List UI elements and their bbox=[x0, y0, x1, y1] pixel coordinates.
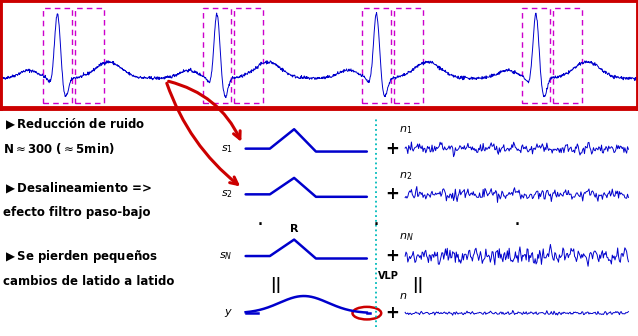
Text: +: + bbox=[385, 140, 399, 158]
Text: $s_N$: $s_N$ bbox=[219, 250, 233, 262]
Text: ·: · bbox=[514, 215, 520, 235]
Bar bbox=[362, 8, 390, 103]
Text: N$\approx$300 ($\approx$5min): N$\approx$300 ($\approx$5min) bbox=[3, 141, 115, 156]
Text: VLP: VLP bbox=[378, 271, 399, 281]
Text: ||: || bbox=[271, 277, 281, 293]
Text: cambios de latido a latido: cambios de latido a latido bbox=[3, 275, 175, 288]
Bar bbox=[522, 8, 551, 103]
Bar bbox=[553, 8, 582, 103]
Text: $n_2$: $n_2$ bbox=[399, 170, 412, 182]
Text: efecto filtro paso-bajo: efecto filtro paso-bajo bbox=[3, 206, 151, 219]
Text: +: + bbox=[385, 185, 399, 203]
Text: $n$: $n$ bbox=[399, 291, 407, 301]
Text: ·: · bbox=[373, 215, 380, 235]
Text: $s_2$: $s_2$ bbox=[221, 188, 233, 200]
Bar bbox=[75, 8, 103, 103]
Text: $n_1$: $n_1$ bbox=[399, 124, 412, 136]
Text: ||: || bbox=[412, 277, 424, 293]
Text: +: + bbox=[385, 247, 399, 265]
Bar bbox=[43, 8, 71, 103]
Text: ·: · bbox=[256, 215, 263, 235]
Bar bbox=[235, 8, 263, 103]
Text: +: + bbox=[385, 304, 399, 322]
Bar bbox=[203, 8, 231, 103]
Text: $n_N$: $n_N$ bbox=[399, 232, 413, 244]
Text: $\blacktriangleright$Se pierden pequeños: $\blacktriangleright$Se pierden pequeños bbox=[3, 248, 158, 264]
Text: $s_1$: $s_1$ bbox=[221, 143, 233, 155]
Text: R: R bbox=[290, 224, 299, 234]
Text: $y$: $y$ bbox=[224, 307, 233, 319]
Text: $\blacktriangleright$Reducción de ruido: $\blacktriangleright$Reducción de ruido bbox=[3, 116, 145, 131]
Text: $\blacktriangleright$Desalineamiento =>: $\blacktriangleright$Desalineamiento => bbox=[3, 180, 152, 195]
Bar bbox=[394, 8, 422, 103]
